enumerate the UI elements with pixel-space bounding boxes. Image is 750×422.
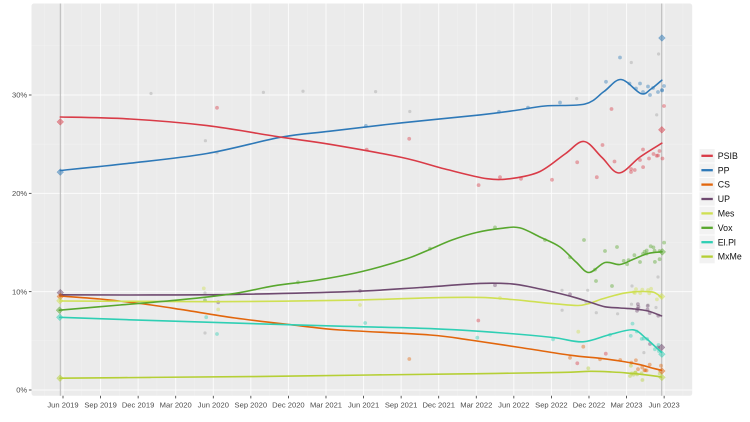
svg-text:Jun 2019: Jun 2019 [47, 400, 78, 409]
svg-text:Jun 2023: Jun 2023 [648, 400, 679, 409]
svg-text:El.Pl: El.Pl [718, 237, 736, 247]
svg-text:CS: CS [718, 180, 730, 190]
svg-text:Mar 2020: Mar 2020 [160, 400, 192, 409]
svg-text:0%: 0% [16, 386, 27, 395]
svg-text:Mar 2022: Mar 2022 [460, 400, 492, 409]
svg-text:UP: UP [718, 194, 730, 204]
svg-text:PP: PP [718, 165, 730, 175]
svg-text:Jun 2020: Jun 2020 [198, 400, 229, 409]
svg-text:Mar 2021: Mar 2021 [310, 400, 342, 409]
svg-text:Jun 2022: Jun 2022 [498, 400, 529, 409]
svg-text:MxMe: MxMe [718, 252, 742, 262]
svg-text:Sep 2020: Sep 2020 [235, 400, 268, 409]
svg-text:Mar 2023: Mar 2023 [610, 400, 642, 409]
svg-text:10%: 10% [12, 287, 27, 296]
svg-text:Dec 2020: Dec 2020 [272, 400, 305, 409]
svg-text:Sep 2022: Sep 2022 [535, 400, 568, 409]
svg-text:Mes: Mes [718, 209, 735, 219]
svg-text:Vox: Vox [718, 223, 733, 233]
svg-text:Sep 2019: Sep 2019 [84, 400, 117, 409]
svg-text:PSIB: PSIB [718, 151, 738, 161]
svg-text:Dec 2021: Dec 2021 [422, 400, 455, 409]
svg-text:Dec 2019: Dec 2019 [122, 400, 155, 409]
svg-text:Dec 2022: Dec 2022 [573, 400, 606, 409]
svg-text:30%: 30% [12, 91, 27, 100]
svg-text:20%: 20% [12, 189, 27, 198]
svg-text:Sep 2021: Sep 2021 [385, 400, 418, 409]
svg-text:Jun 2021: Jun 2021 [348, 400, 379, 409]
